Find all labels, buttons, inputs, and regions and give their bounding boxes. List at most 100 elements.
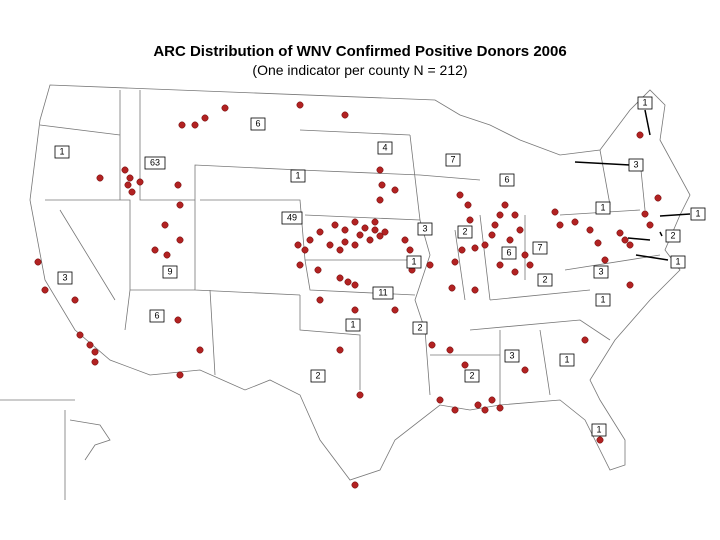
donor-dot xyxy=(511,268,519,276)
donor-dot xyxy=(556,221,564,229)
donor-dot xyxy=(91,348,99,356)
donor-dot xyxy=(316,228,324,236)
subtitle: (One indicator per county N = 212) xyxy=(252,62,467,78)
donor-dot xyxy=(448,284,456,292)
label-box xyxy=(406,255,422,269)
count-label: 1 xyxy=(596,424,601,434)
label-box xyxy=(595,201,611,215)
count-label: 49 xyxy=(287,212,297,222)
donor-dot xyxy=(391,306,399,314)
donor-dot xyxy=(361,224,369,232)
donor-dot xyxy=(378,181,386,189)
donor-dot xyxy=(516,226,524,234)
arrow xyxy=(659,231,663,237)
arrow xyxy=(574,161,631,166)
donor-dot xyxy=(176,371,184,379)
donor-dot xyxy=(471,244,479,252)
count-label: 3 xyxy=(598,266,603,276)
donor-dot xyxy=(371,226,379,234)
label-box xyxy=(281,211,303,225)
count-label: 2 xyxy=(417,322,422,332)
donor-dot xyxy=(336,346,344,354)
donor-dot xyxy=(596,436,604,444)
count-label: 1 xyxy=(295,170,300,180)
donor-dot xyxy=(451,406,459,414)
label-box xyxy=(464,369,480,383)
donor-dot xyxy=(161,221,169,229)
donor-dot xyxy=(636,131,644,139)
donor-dot xyxy=(616,229,624,237)
donor-dot xyxy=(496,211,504,219)
donor-dot xyxy=(341,226,349,234)
label-box xyxy=(149,309,165,323)
donor-dot xyxy=(351,306,359,314)
label-box xyxy=(417,222,433,236)
count-label: 1 xyxy=(675,256,680,266)
count-label: 1 xyxy=(411,256,416,266)
donor-dot xyxy=(366,236,374,244)
count-label: 7 xyxy=(450,154,455,164)
label-box xyxy=(457,225,473,239)
donor-dot xyxy=(474,401,482,409)
count-label: 1 xyxy=(564,354,569,364)
donor-dot xyxy=(86,341,94,349)
donor-dot xyxy=(121,166,129,174)
donor-dots xyxy=(34,101,662,489)
donor-dot xyxy=(336,274,344,282)
label-box xyxy=(445,153,461,167)
label-box xyxy=(310,369,326,383)
donor-dot xyxy=(511,211,519,219)
donor-dot xyxy=(336,246,344,254)
donor-dot xyxy=(526,261,534,269)
count-label: 2 xyxy=(670,230,675,240)
label-box xyxy=(250,117,266,131)
arrow xyxy=(644,109,651,136)
count-label: 4 xyxy=(382,142,387,152)
donor-dot xyxy=(626,281,634,289)
donor-dot xyxy=(428,341,436,349)
donor-dot xyxy=(174,181,182,189)
donor-dot xyxy=(458,246,466,254)
count-label: 2 xyxy=(542,274,547,284)
donor-dot xyxy=(571,218,579,226)
count-label: 6 xyxy=(506,247,511,257)
label-box xyxy=(591,423,607,437)
donor-dot xyxy=(174,316,182,324)
donor-dot xyxy=(376,196,384,204)
donor-dot xyxy=(451,258,459,266)
donor-dot xyxy=(376,166,384,174)
donor-dot xyxy=(126,174,134,182)
donor-dot xyxy=(191,121,199,129)
label-box xyxy=(593,265,609,279)
label-box xyxy=(690,207,706,221)
count-label: 11 xyxy=(378,287,387,297)
donor-dot xyxy=(351,241,359,249)
label-box xyxy=(412,321,428,335)
donor-dot xyxy=(496,404,504,412)
donor-dot xyxy=(481,241,489,249)
donor-dot xyxy=(464,201,472,209)
donor-dot xyxy=(501,201,509,209)
count-label: 7 xyxy=(537,242,542,252)
donor-dot xyxy=(176,236,184,244)
donor-dot xyxy=(446,346,454,354)
donor-dot xyxy=(314,266,322,274)
donor-dot xyxy=(96,174,104,182)
label-box xyxy=(290,169,306,183)
donor-dot xyxy=(401,236,409,244)
label-box xyxy=(377,141,393,155)
donor-dot xyxy=(201,114,209,122)
donor-dot xyxy=(341,238,349,246)
arrow xyxy=(659,213,691,217)
donor-dot xyxy=(301,246,309,254)
donor-dot xyxy=(356,391,364,399)
donor-dot xyxy=(581,336,589,344)
count-label: 2 xyxy=(469,370,474,380)
alaska-inset xyxy=(0,399,111,500)
donor-dot xyxy=(41,286,49,294)
count-label: 6 xyxy=(255,118,260,128)
count-label: 1 xyxy=(600,202,605,212)
label-box xyxy=(504,349,520,363)
donor-dot xyxy=(326,241,334,249)
label-box xyxy=(54,145,70,159)
